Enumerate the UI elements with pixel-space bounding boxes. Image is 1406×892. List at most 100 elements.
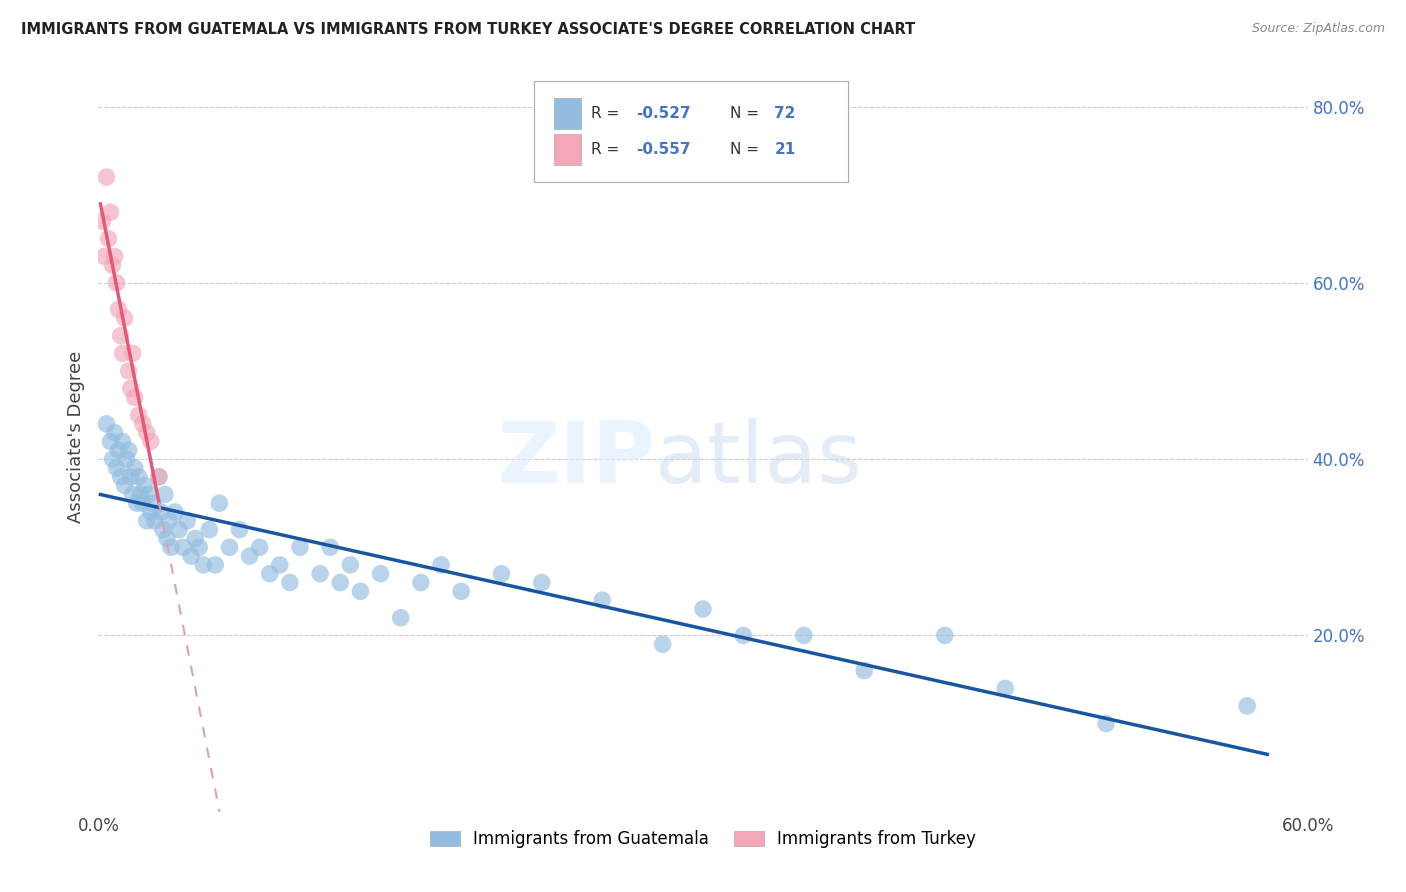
Point <box>139 505 162 519</box>
Point <box>319 541 342 555</box>
Point <box>793 628 815 642</box>
Point <box>121 487 143 501</box>
Text: R =: R = <box>591 106 624 121</box>
Text: Source: ZipAtlas.com: Source: ZipAtlas.com <box>1251 22 1385 36</box>
Point <box>651 637 673 651</box>
Point <box>135 514 157 528</box>
Point <box>107 443 129 458</box>
Point <box>278 575 301 590</box>
Point <box>309 566 332 581</box>
Text: 21: 21 <box>775 142 796 157</box>
Point <box>138 487 160 501</box>
Point <box>153 487 176 501</box>
Point <box>167 523 190 537</box>
Point <box>149 505 172 519</box>
Point <box>409 575 432 590</box>
Point <box>329 575 352 590</box>
Point <box>152 523 174 537</box>
Text: ZIP: ZIP <box>496 418 655 501</box>
Point <box>97 232 120 246</box>
Point <box>156 532 179 546</box>
Point <box>148 469 170 483</box>
Point <box>204 558 226 572</box>
Point <box>103 425 125 440</box>
Point <box>100 434 122 449</box>
Point <box>110 328 132 343</box>
Point <box>91 214 114 228</box>
Point <box>157 514 180 528</box>
Text: -0.527: -0.527 <box>637 106 692 121</box>
Point <box>120 382 142 396</box>
Point <box>370 566 392 581</box>
Point <box>118 364 141 378</box>
Point <box>124 391 146 405</box>
Point <box>128 469 150 483</box>
Point <box>450 584 472 599</box>
Text: N =: N = <box>730 142 763 157</box>
Point <box>172 541 194 555</box>
Point <box>491 566 513 581</box>
Point <box>692 602 714 616</box>
Point <box>110 469 132 483</box>
Point <box>121 346 143 360</box>
Text: -0.557: -0.557 <box>637 142 690 157</box>
Text: R =: R = <box>591 142 624 157</box>
Point <box>118 443 141 458</box>
Text: N =: N = <box>730 106 763 121</box>
Point <box>430 558 453 572</box>
Point <box>239 549 262 563</box>
Text: IMMIGRANTS FROM GUATEMALA VS IMMIGRANTS FROM TURKEY ASSOCIATE'S DEGREE CORRELATI: IMMIGRANTS FROM GUATEMALA VS IMMIGRANTS … <box>21 22 915 37</box>
Point <box>100 205 122 219</box>
Legend: Immigrants from Guatemala, Immigrants from Turkey: Immigrants from Guatemala, Immigrants fr… <box>430 830 976 848</box>
Point <box>208 496 231 510</box>
Point <box>259 566 281 581</box>
Point <box>96 169 118 184</box>
Point <box>163 505 186 519</box>
Point <box>96 417 118 431</box>
Point <box>105 276 128 290</box>
Point <box>218 541 240 555</box>
Point <box>143 514 166 528</box>
Point <box>389 611 412 625</box>
Point <box>180 549 202 563</box>
Point <box>120 469 142 483</box>
Point <box>339 558 361 572</box>
Point <box>135 425 157 440</box>
Point <box>288 541 311 555</box>
Point <box>114 478 136 492</box>
Text: atlas: atlas <box>655 418 863 501</box>
Point <box>160 541 183 555</box>
Point <box>193 558 215 572</box>
Point <box>105 461 128 475</box>
Point <box>249 541 271 555</box>
Point <box>128 408 150 422</box>
Point <box>1095 716 1118 731</box>
Point <box>142 496 165 510</box>
Point <box>132 496 155 510</box>
Point <box>114 311 136 326</box>
Point <box>1236 698 1258 713</box>
Point <box>994 681 1017 696</box>
FancyBboxPatch shape <box>534 81 848 182</box>
Point <box>148 469 170 483</box>
Bar <box>554 134 581 165</box>
Point <box>139 434 162 449</box>
Point <box>530 575 553 590</box>
Point <box>101 452 124 467</box>
Point <box>124 461 146 475</box>
Point <box>853 664 876 678</box>
Point <box>107 302 129 317</box>
Point <box>103 249 125 263</box>
Point <box>115 452 138 467</box>
Bar <box>554 97 581 129</box>
Text: 72: 72 <box>775 106 796 121</box>
Point <box>349 584 371 599</box>
Point <box>129 487 152 501</box>
Point <box>111 434 134 449</box>
Point <box>101 258 124 272</box>
Point <box>134 478 156 492</box>
Point <box>125 496 148 510</box>
Point <box>198 523 221 537</box>
Point <box>93 249 115 263</box>
Point <box>269 558 291 572</box>
